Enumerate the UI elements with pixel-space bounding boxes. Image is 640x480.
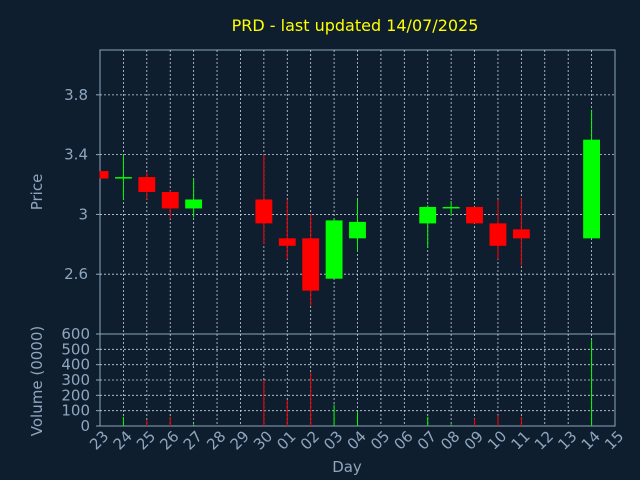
x-tick-label: 11: [508, 427, 534, 453]
x-tick-label: 09: [461, 427, 487, 453]
volume-tick-label: 400: [61, 356, 90, 374]
volume-tick-label: 300: [61, 371, 90, 389]
x-tick-label: 03: [320, 427, 346, 453]
x-tick-label: 23: [86, 427, 112, 453]
volume-axis-label: Volume (0000): [28, 326, 46, 436]
volume-tick-label: 600: [61, 325, 90, 343]
candle-body: [278, 238, 296, 246]
candle-body: [138, 177, 156, 192]
x-tick-label: 29: [227, 427, 253, 453]
price-tick-label: 3: [78, 205, 88, 223]
price-tick-label: 3.4: [64, 146, 88, 164]
price-axis-label: Price: [28, 174, 46, 211]
candle-body: [489, 223, 507, 246]
x-tick-label: 02: [297, 427, 323, 453]
x-tick-label: 15: [601, 427, 627, 453]
candle-body: [114, 177, 132, 179]
candle-body: [185, 199, 203, 209]
candle-body: [325, 220, 343, 279]
x-tick-label: 12: [531, 427, 557, 453]
x-tick-label: 05: [367, 427, 393, 453]
x-tick-label: 08: [437, 427, 463, 453]
x-tick-label: 06: [390, 427, 416, 453]
volume-panel: 2324252627282930010203040506070809101112…: [61, 325, 627, 454]
chart-title: PRD - last updated 14/07/2025: [232, 16, 479, 35]
x-tick-label: 14: [578, 427, 604, 453]
x-axis-label: Day: [332, 458, 362, 476]
candle-body: [466, 206, 483, 224]
candle-body: [255, 199, 273, 224]
x-tick-label: 28: [203, 427, 229, 453]
candle-body: [349, 221, 366, 239]
x-tick-label: 30: [250, 427, 276, 453]
volume-tick-label: 500: [61, 340, 90, 358]
x-tick-label: 01: [273, 427, 299, 453]
candle-body: [302, 238, 320, 291]
candle-body: [512, 229, 530, 239]
x-tick-label: 25: [133, 427, 159, 453]
x-tick-label: 13: [554, 427, 580, 453]
x-tick-label: 04: [344, 427, 370, 453]
candle-body: [583, 139, 601, 239]
price-tick-label: 3.8: [64, 86, 88, 104]
candle-body: [100, 171, 109, 179]
volume-tick-label: 200: [61, 386, 90, 404]
volume-tick-label: 100: [61, 402, 90, 420]
price-panel: 2.6 3 3.4 3.8: [64, 49, 616, 335]
x-tick-label: 26: [156, 427, 182, 453]
volume-tick-label: 0: [80, 417, 90, 435]
x-tick-label: 10: [484, 427, 510, 453]
x-tick-label: 07: [414, 427, 440, 453]
candle-body: [419, 206, 437, 224]
price-tick-label: 2.6: [64, 265, 88, 283]
x-tick-label: 27: [180, 427, 206, 453]
x-tick-label: 24: [110, 427, 136, 453]
candle-body: [442, 206, 460, 209]
candle-body: [161, 192, 179, 209]
